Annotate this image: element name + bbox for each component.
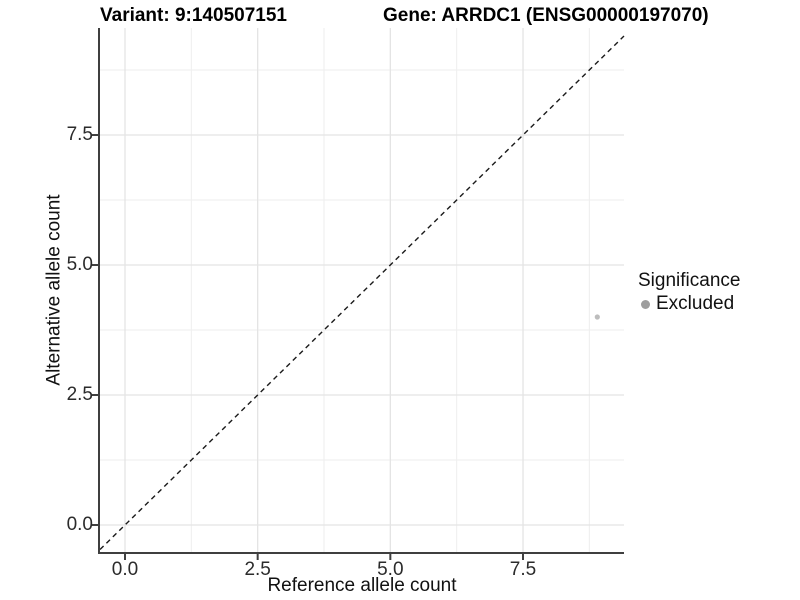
gene-title: Gene: ARRDC1 (ENSG00000197070)	[383, 5, 709, 26]
legend-title: Significance	[638, 270, 741, 291]
y-tick-label: 0.0	[66, 514, 93, 535]
identity-reference-line	[99, 35, 625, 551]
x-tick-label: 5.0	[377, 559, 404, 580]
x-tick-label: 7.5	[509, 559, 537, 580]
data-point	[594, 314, 600, 320]
y-tick-label: 7.5	[66, 124, 93, 145]
legend-point-icon	[641, 299, 650, 309]
y-axis-title-wrap: Alternative allele count	[40, 28, 70, 552]
legend-item-excluded: Excluded	[641, 293, 740, 315]
y-tick-label: 2.5	[66, 384, 93, 405]
x-tick-label: 0.0	[111, 559, 139, 580]
x-tick-label: 2.5	[244, 559, 271, 580]
legend-item-label: Excluded	[656, 293, 735, 314]
y-axis-title: Alternative allele count	[44, 194, 66, 386]
x-axis-title: Reference allele count	[267, 575, 457, 596]
legend: Significance Excluded	[638, 269, 740, 315]
y-tick-label: 5.0	[66, 254, 93, 275]
variant-title: Variant: 9:140507151	[100, 5, 287, 26]
